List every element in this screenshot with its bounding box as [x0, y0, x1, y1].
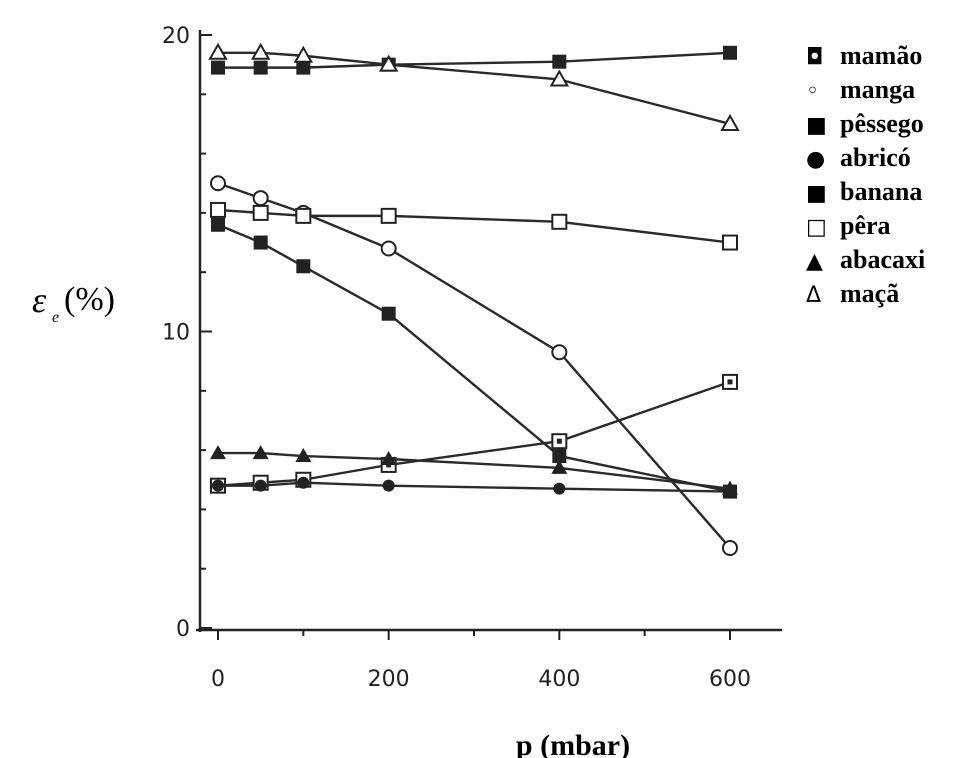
point-marker: [553, 482, 566, 495]
legend-label: abricó: [840, 143, 911, 172]
legend-symbol: ◘: [806, 45, 823, 70]
point-marker: [549, 69, 570, 87]
point-marker: [722, 539, 738, 556]
series-5: [210, 201, 738, 251]
point-marker-dot: [727, 379, 733, 385]
legend-label: pêra: [840, 211, 891, 240]
series-line: [218, 451, 731, 490]
legend-symbol: ■: [806, 181, 827, 206]
legend-label: maçã: [840, 279, 899, 308]
series-line: [217, 182, 731, 549]
x-tick-label: 200: [368, 667, 410, 692]
point-marker: [208, 42, 228, 60]
point-marker: [254, 479, 267, 492]
point-marker: [210, 175, 226, 192]
x-tick-label: 600: [709, 667, 751, 692]
series-4: [211, 217, 737, 499]
series-2: [211, 45, 737, 75]
legend-symbol: ▲: [806, 249, 823, 274]
series-line: [217, 208, 731, 244]
series-0: [210, 373, 738, 494]
legend-symbol: Δ: [806, 283, 821, 308]
point-marker: [552, 54, 567, 69]
point-marker: [211, 60, 225, 75]
point-marker: [250, 42, 271, 60]
point-marker: [722, 234, 738, 251]
point-marker: [722, 480, 738, 495]
legend-label: pêssego: [840, 109, 924, 138]
x-tick-label: 400: [538, 667, 580, 692]
point-marker: [252, 445, 269, 460]
point-marker: [723, 45, 737, 60]
point-marker: [293, 45, 314, 63]
point-marker: [252, 204, 269, 221]
point-marker: [297, 476, 310, 489]
point-marker-dot: [556, 438, 562, 444]
point-marker: [381, 306, 396, 321]
series-line: [217, 223, 731, 493]
x-tick-label: 0: [211, 667, 225, 692]
point-marker: [378, 54, 399, 72]
series-6: [210, 445, 738, 495]
legend-symbol: □: [806, 215, 827, 240]
series-layer: [208, 42, 740, 556]
series-line: [217, 380, 731, 487]
tick-labels: 0 200 400 600 0 10 20: [162, 24, 751, 692]
point-marker: [380, 450, 397, 465]
series-line: [218, 51, 731, 69]
y-axis-title: ε e (%): [32, 280, 115, 326]
y-tick-label: 0: [176, 617, 190, 642]
point-marker: [380, 207, 397, 224]
point-marker: [551, 459, 568, 474]
point-marker: [211, 217, 225, 232]
point-marker: [720, 113, 740, 131]
point-marker: [210, 445, 226, 460]
point-marker: [551, 213, 568, 230]
legend: ◘ mamão ◦ manga ■ pêssego ● abricó ■ banana □ pêra ▲…: [806, 41, 925, 308]
point-marker: [380, 240, 397, 257]
y-axis-symbol: ε: [32, 280, 47, 320]
point-marker: [252, 190, 269, 207]
point-marker: [253, 235, 268, 250]
legend-symbol: ●: [806, 147, 825, 172]
point-marker: [552, 449, 567, 464]
point-marker: [295, 207, 312, 224]
point-marker: [210, 201, 226, 218]
legend-label: banana: [840, 177, 922, 206]
y-tick-label: 10: [162, 321, 190, 346]
series-line: [218, 51, 731, 126]
point-marker: [212, 479, 224, 492]
y-axis-unit: (%): [64, 281, 115, 318]
point-marker: [253, 60, 268, 75]
point-marker: [296, 60, 311, 75]
legend-symbol: ■: [806, 113, 827, 138]
point-marker: [295, 448, 312, 463]
series-7: [208, 42, 740, 131]
x-axis-title: p (mbar): [516, 729, 630, 758]
legend-label: abacaxi: [840, 245, 925, 274]
legend-label: mamão: [840, 41, 922, 70]
y-axis-subscript: e: [52, 309, 59, 326]
legend-label: manga: [840, 75, 915, 104]
point-marker: [296, 259, 311, 274]
series-line: [218, 481, 731, 493]
legend-symbol: ◦: [806, 79, 819, 104]
y-tick-label: 20: [162, 24, 190, 49]
axes: [196, 30, 782, 640]
point-marker: [382, 479, 395, 492]
point-marker: [551, 344, 568, 361]
